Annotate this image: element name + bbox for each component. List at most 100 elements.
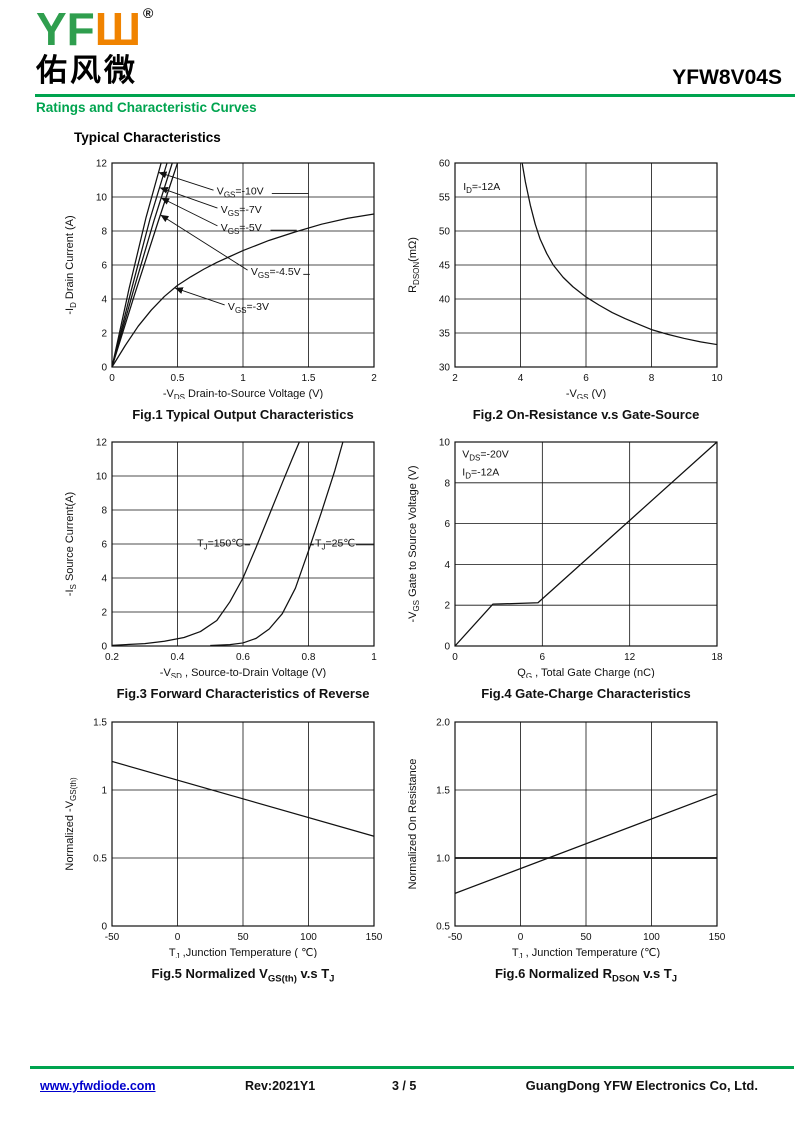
page-number: 3 / 5	[392, 1079, 417, 1093]
svg-text:VGS=-3V: VGS=-3V	[228, 301, 269, 315]
svg-text:TJ , Junction Temperature (℃): TJ , Junction Temperature (℃)	[512, 947, 660, 958]
fig2-caption: Fig.2 On-Resistance v.s Gate-Source	[472, 407, 700, 422]
svg-text:VDS=-20V: VDS=-20V	[462, 448, 508, 462]
svg-text:-50: -50	[105, 932, 120, 943]
svg-text:0: 0	[101, 922, 107, 933]
part-number: YFW8V04S	[672, 66, 782, 89]
svg-text:12: 12	[96, 438, 108, 449]
svg-text:0: 0	[175, 932, 181, 943]
svg-text:0.2: 0.2	[105, 652, 119, 663]
svg-text:6: 6	[101, 540, 107, 551]
svg-text:8: 8	[444, 478, 450, 489]
company-name: GuangDong YFW Electronics Co, Ltd.	[525, 1078, 758, 1093]
svg-text:1: 1	[101, 786, 107, 797]
subsection-title: Typical Characteristics	[74, 130, 221, 145]
figure-2: ID=-12A 2 4 6 8 10 30 35 40 45 50 55 60 -VGS (V) RDSON…	[401, 151, 751, 423]
svg-text:18: 18	[711, 652, 723, 663]
svg-text:8: 8	[101, 506, 107, 517]
svg-text:0: 0	[452, 652, 458, 663]
svg-text:2.0: 2.0	[436, 718, 450, 729]
svg-text:6: 6	[101, 261, 107, 272]
svg-text:100: 100	[643, 932, 660, 943]
footer-divider	[30, 1066, 794, 1069]
svg-text:6: 6	[583, 373, 589, 384]
svg-text:TJ ,Junction Temperature ( ℃): TJ ,Junction Temperature ( ℃)	[169, 947, 317, 958]
svg-text:VGS=-10V: VGS=-10V	[217, 185, 264, 199]
svg-text:4: 4	[444, 560, 450, 571]
svg-text:6: 6	[444, 519, 450, 530]
svg-text:100: 100	[300, 932, 317, 943]
svg-text:35: 35	[439, 329, 451, 340]
svg-text:1.0: 1.0	[436, 854, 450, 865]
revision-label: Rev:2021Y1	[245, 1079, 316, 1093]
svg-text:RDSON(mΩ): RDSON(mΩ)	[407, 237, 421, 293]
registered-trademark-icon: ®	[143, 5, 154, 21]
figure-4: VDS=-20V ID=-12A 0 6 12 18 0 2 4 6 8 10 QG , Total G…	[401, 430, 751, 702]
svg-text:0.8: 0.8	[302, 652, 316, 663]
svg-text:2: 2	[371, 373, 377, 384]
fig6-plot: -50 0 50 100 150 0.5 1.0 1.5 2.0 TJ , Junction Te…	[407, 718, 726, 959]
figure-1: VGS=-10V VGS=-7V VGS=-5V VGS=-4.5V VGS=-3V 0 0…	[58, 151, 408, 423]
svg-text:1: 1	[371, 652, 377, 663]
svg-text:150: 150	[709, 932, 726, 943]
svg-text:0: 0	[101, 363, 107, 374]
svg-text:0: 0	[109, 373, 115, 384]
svg-text:40: 40	[439, 295, 451, 306]
svg-text:-IS Source Current(A): -IS Source Current(A)	[64, 492, 78, 596]
svg-text:4: 4	[518, 373, 524, 384]
figure-6: -50 0 50 100 150 0.5 1.0 1.5 2.0 TJ , Junction Te…	[401, 710, 751, 985]
svg-text:150: 150	[366, 932, 383, 943]
svg-text:45: 45	[439, 261, 451, 272]
svg-text:50: 50	[439, 227, 451, 238]
svg-text:8: 8	[649, 373, 655, 384]
svg-text:VGS=-7V: VGS=-7V	[221, 204, 262, 218]
svg-text:-VGS (V): -VGS (V)	[566, 388, 606, 399]
svg-text:12: 12	[624, 652, 636, 663]
svg-text:2: 2	[452, 373, 458, 384]
svg-text:-ID Drain Current (A): -ID Drain Current (A)	[64, 215, 78, 314]
svg-text:10: 10	[96, 472, 108, 483]
svg-text:50: 50	[580, 932, 592, 943]
svg-text:1.5: 1.5	[93, 718, 107, 729]
svg-text:2: 2	[101, 329, 107, 340]
fig2-chart: ID=-12A 2 4 6 8 10 30 35 40 45 50 55 60 -VGS (V) RDSON…	[401, 151, 751, 400]
svg-text:10: 10	[711, 373, 723, 384]
svg-text:-50: -50	[448, 932, 463, 943]
svg-text:0.4: 0.4	[171, 652, 185, 663]
svg-text:0.5: 0.5	[93, 854, 107, 865]
svg-text:6: 6	[540, 652, 546, 663]
header-divider	[35, 94, 795, 97]
website-link[interactable]: www.yfwdiode.com	[40, 1079, 156, 1093]
svg-text:2: 2	[101, 608, 107, 619]
fig6-chart: -50 0 50 100 150 0.5 1.0 1.5 2.0 TJ , Junction Te…	[401, 710, 751, 959]
svg-text:4: 4	[101, 574, 107, 585]
fig2-plot: ID=-12A 2 4 6 8 10 30 35 40 45 50 55 60 -VGS (V) RDSON…	[407, 159, 723, 400]
logo-yf-text: YF	[36, 3, 95, 55]
svg-text:55: 55	[439, 193, 451, 204]
svg-text:8: 8	[101, 227, 107, 238]
fig5-caption: Fig.5 Normalized VGS(th) v.s TJ	[151, 966, 335, 985]
svg-text:TJ=150℃: TJ=150℃	[197, 538, 243, 552]
svg-text:10: 10	[439, 438, 451, 449]
svg-text:-VGS Gate to Source Voltage (V: -VGS Gate to Source Voltage (V)	[407, 465, 421, 622]
svg-text:12: 12	[96, 159, 108, 170]
svg-text:1.5: 1.5	[302, 373, 316, 384]
fig4-chart: VDS=-20V ID=-12A 0 6 12 18 0 2 4 6 8 10 QG , Total G…	[401, 430, 751, 679]
svg-text:-VDS Drain-to-Source Voltage (: -VDS Drain-to-Source Voltage (V)	[163, 388, 323, 399]
figure-3: TJ=150℃ TJ=25℃ 0.2 0.4 0.6 0.8 1 0 2 4 6 8 10 12 -VSD …	[58, 430, 408, 702]
fig5-chart: -50 0 50 100 150 0 0.5 1 1.5 TJ ,Junction Tempera…	[58, 710, 408, 959]
svg-text:0: 0	[101, 642, 107, 653]
svg-text:1: 1	[240, 373, 246, 384]
fig1-chart: VGS=-10V VGS=-7V VGS=-5V VGS=-4.5V VGS=-3V 0 0…	[58, 151, 408, 400]
svg-text:0.5: 0.5	[436, 922, 450, 933]
svg-text:VGS=-5V: VGS=-5V	[221, 222, 262, 236]
svg-text:TJ=25℃: TJ=25℃	[315, 538, 355, 552]
svg-text:QG , Total Gate Charge (nC): QG , Total Gate Charge (nC)	[517, 667, 654, 678]
logo-chinese-name: 佑风微	[36, 53, 138, 88]
svg-text:Normalized -VGS(th): Normalized -VGS(th)	[64, 777, 78, 871]
svg-text:-VSD , Source-to-Drain Voltage: -VSD , Source-to-Drain Voltage (V)	[160, 667, 326, 678]
svg-text:Normalized On Resistance: Normalized On Resistance	[407, 759, 419, 890]
fig3-plot: TJ=150℃ TJ=25℃0.2 0.4 0.6 0.8 1024681012-VSD …	[64, 438, 377, 679]
fig3-chart: TJ=150℃ TJ=25℃ 0.2 0.4 0.6 0.8 1 0 2 4 6 8 10 12 -VSD …	[58, 430, 408, 679]
